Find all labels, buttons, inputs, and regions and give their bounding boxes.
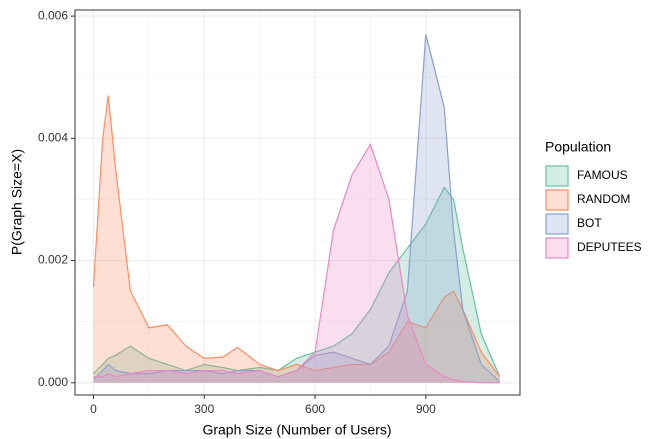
y-tick-label: 0.000 — [38, 375, 68, 389]
y-tick-label: 0.004 — [38, 131, 68, 145]
legend-key — [545, 165, 569, 187]
x-tick-label: 300 — [194, 402, 214, 416]
x-tick-label: 900 — [416, 402, 436, 416]
density-area — [93, 144, 500, 383]
x-tick-label: 0 — [90, 402, 97, 416]
y-tick-label: 0.002 — [38, 253, 68, 267]
y-tick-label: 0.006 — [38, 8, 68, 22]
areas — [92, 34, 501, 384]
density-area — [93, 95, 500, 383]
legend-label: RANDOM — [577, 192, 630, 206]
legend-title: Population — [545, 139, 611, 155]
density-area — [93, 34, 500, 383]
y-axis-title: P(Graph Size=X) — [9, 149, 25, 255]
panel-border — [74, 9, 521, 396]
panel — [75, 10, 520, 395]
density-area — [93, 187, 500, 383]
density-line — [93, 143, 500, 384]
legend: FAMOUS RANDOM BOT DEPUTEES — [545, 165, 642, 259]
grid — [75, 10, 520, 395]
density-line — [93, 186, 501, 377]
legend-key — [545, 213, 569, 235]
legend-key — [545, 189, 569, 211]
legend-label: FAMOUS — [577, 168, 628, 182]
legend-key — [545, 237, 569, 259]
density-line — [92, 95, 501, 378]
legend-label: DEPUTEES — [577, 240, 642, 254]
x-tick-label: 600 — [305, 402, 325, 416]
legend-label: BOT — [577, 216, 602, 230]
x-axis-title: Graph Size (Number of Users) — [202, 422, 391, 438]
